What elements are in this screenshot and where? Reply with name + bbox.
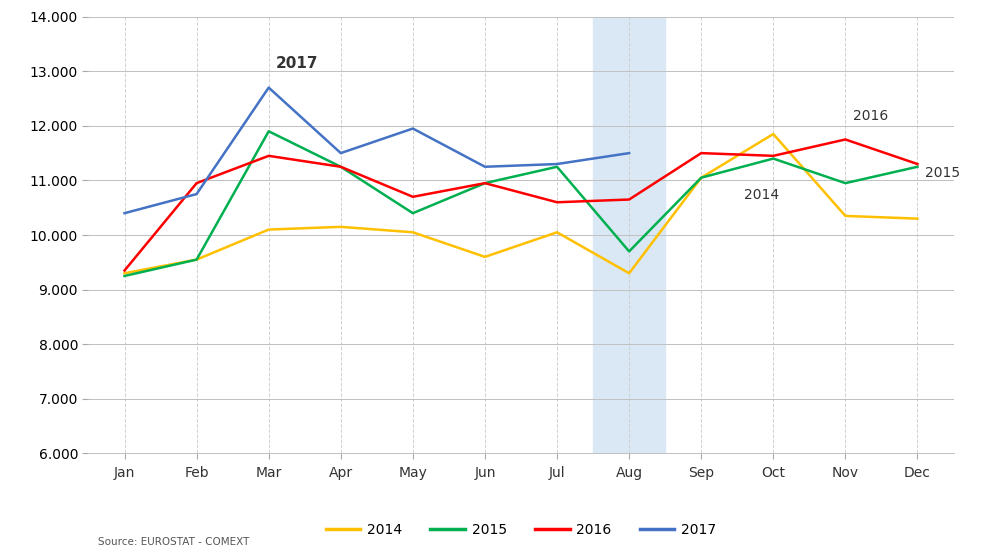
- Text: 2014: 2014: [744, 188, 780, 202]
- Text: 2017: 2017: [276, 56, 318, 71]
- Bar: [593, 17, 665, 453]
- Text: Source: EUROSTAT - COMEXT: Source: EUROSTAT - COMEXT: [98, 538, 250, 547]
- Text: 2016: 2016: [852, 109, 888, 123]
- Legend: 2014, 2015, 2016, 2017: 2014, 2015, 2016, 2017: [320, 518, 722, 542]
- Text: 2015: 2015: [925, 166, 959, 180]
